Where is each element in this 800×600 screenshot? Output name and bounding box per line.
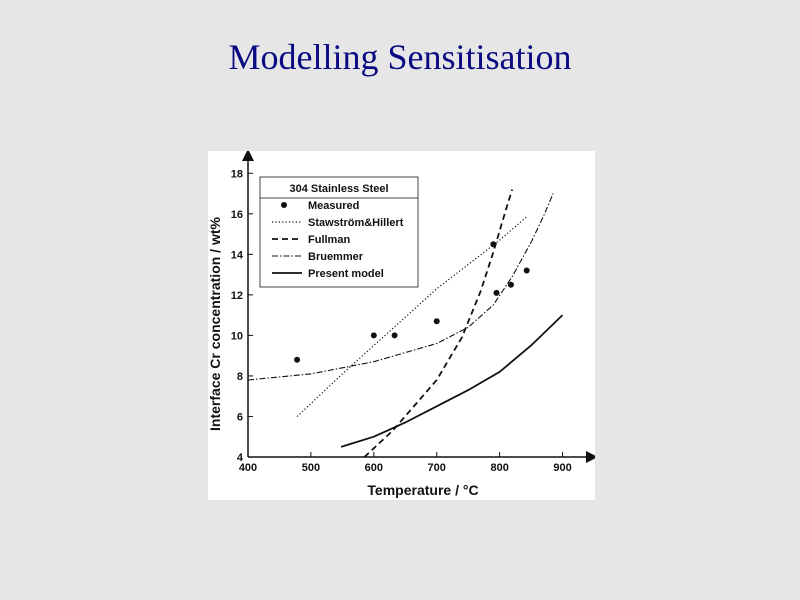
legend-label-fullman: Fullman	[308, 234, 350, 246]
series-line-present-model	[340, 314, 564, 448]
x-tick-label: 600	[365, 462, 383, 474]
series-line-fullman	[363, 189, 514, 458]
y-tick-label: 12	[231, 290, 243, 302]
legend-title: 304 Stainless Steel	[289, 183, 388, 195]
data-point-measured	[433, 318, 440, 325]
legend: 304 Stainless Steel Measured Stawström&Hil…	[259, 176, 419, 288]
data-point-measured	[294, 356, 301, 363]
x-tick-label: 700	[428, 462, 446, 474]
series-line-bruemmer	[247, 193, 554, 381]
x-tick-label: 500	[302, 462, 320, 474]
legend-marker-measured	[281, 202, 287, 208]
y-tick-label: 10	[231, 330, 243, 342]
legend-label-stawstr-m-hillert: Stawström&Hillert	[308, 217, 404, 229]
chart-svg: 400 500 600 700 800 900 4 6 8 10 12 14 16 18 304 Stai…	[208, 151, 595, 498]
y-tick-label: 4	[237, 452, 244, 464]
x-tick-label: 800	[490, 462, 508, 474]
axis-labels: Temperature / °C Interface Cr concentrat…	[208, 216, 479, 498]
y-tick-label: 14	[231, 249, 244, 261]
legend-box	[259, 176, 419, 288]
data-point-measured	[370, 332, 377, 339]
y-tick-label: 18	[231, 168, 243, 180]
slide-title: Modelling Sensitisation	[228, 37, 572, 77]
axes: 400 500 600 700 800 900 4 6 8 10 12 14 16 18	[231, 151, 595, 474]
legend-label-measured: Measured	[308, 200, 359, 212]
x-axis-label: Temperature / °C	[367, 482, 478, 498]
data-point-measured	[391, 332, 398, 339]
series-line-stawstr-m-hillert	[296, 215, 529, 417]
data-point-measured	[523, 267, 530, 274]
series-layer	[247, 189, 564, 458]
chart-figure: 400 500 600 700 800 900 4 6 8 10 12 14 16 18 304 Stai…	[208, 151, 595, 500]
x-tick-label: 900	[553, 462, 571, 474]
y-tick-label: 16	[231, 209, 243, 221]
y-axis-label: Interface Cr concentration / wt%	[208, 216, 223, 430]
x-tick-label: 400	[239, 462, 257, 474]
legend-label-present-model: Present model	[308, 268, 384, 280]
data-point-measured	[507, 281, 514, 288]
legend-label-bruemmer: Bruemmer	[308, 251, 364, 263]
data-point-measured	[493, 289, 500, 296]
y-tick-label: 8	[237, 371, 243, 383]
y-tick-label: 6	[237, 411, 243, 423]
